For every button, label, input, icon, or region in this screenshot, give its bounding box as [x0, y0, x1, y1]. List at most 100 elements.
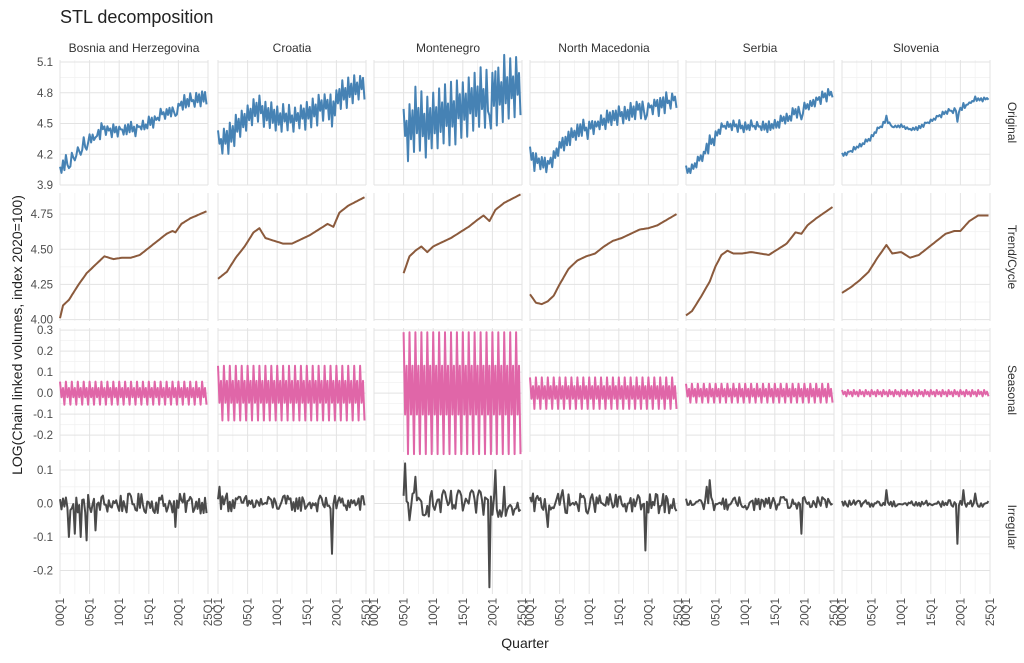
- series-line-serbia-seasonal: [685, 382, 834, 404]
- panel-montenegro-original: [373, 53, 523, 186]
- y-tick-label: 4.75: [31, 209, 53, 221]
- x-tick-label: 15Q1: [144, 598, 156, 626]
- series-line-slovenia-original: [841, 95, 990, 157]
- facet-label-irregular: Irregular: [1005, 505, 1019, 550]
- x-tick-label: 05Q1: [555, 598, 567, 626]
- x-tick-label: 05Q1: [85, 598, 97, 626]
- panel-montenegro-seasonal: [373, 328, 523, 456]
- chart-title: STL decomposition: [60, 7, 213, 27]
- x-tick-label: 10Q1: [584, 598, 596, 626]
- series-line-slovenia-trend-cycle: [841, 214, 989, 294]
- x-tick-label: 05Q1: [867, 598, 879, 626]
- panel-north-macedonia-seasonal: [529, 328, 679, 452]
- panel-slovenia-trend-cycle: [841, 193, 991, 321]
- x-tick-label: 15Q1: [770, 598, 782, 626]
- y-tick-label: 0.1: [37, 367, 53, 379]
- x-tick-label: 15Q1: [458, 598, 470, 626]
- y-tick-label: 0.1: [37, 465, 53, 477]
- facet-label-original: Original: [1005, 102, 1019, 143]
- x-tick-label: 10Q1: [896, 598, 908, 626]
- series-line-north-macedonia-original: [529, 91, 678, 174]
- x-tick-label: 05Q1: [711, 598, 723, 626]
- panel-slovenia-original: [841, 60, 991, 186]
- series-line-north-macedonia-irregular: [529, 489, 678, 552]
- panel-croatia-irregular: [217, 460, 367, 594]
- y-tick-label: 4.50: [31, 244, 53, 256]
- x-tick-label: 25Q1: [829, 598, 841, 626]
- x-tick-label: 20Q1: [173, 598, 185, 626]
- y-tick-label: 4.2: [37, 149, 53, 161]
- x-tick-label: 20Q1: [955, 598, 967, 626]
- y-tick-label: -0.2: [33, 566, 53, 578]
- facet-label-seasonal: Seasonal: [1005, 365, 1019, 415]
- x-tick-label: 20Q1: [643, 598, 655, 626]
- series-line-serbia-irregular: [685, 479, 834, 535]
- x-tick-label: 25Q1: [985, 598, 997, 626]
- x-tick-label: 15Q1: [302, 598, 314, 626]
- y-tick-label: -0.2: [33, 430, 53, 442]
- y-tick-label: 4.00: [31, 315, 53, 327]
- y-tick-label: 4.25: [31, 279, 53, 291]
- panel-slovenia-irregular: [841, 460, 991, 594]
- series-line-croatia-trend-cycle: [217, 196, 365, 280]
- series-line-bosnia-and-herzegovina-trend-cycle: [59, 210, 207, 319]
- x-tick-label: 00Q1: [55, 598, 67, 626]
- x-tick-label: 10Q1: [740, 598, 752, 626]
- series-line-bosnia-and-herzegovina-original: [59, 90, 208, 174]
- x-tick-label: 25Q1: [517, 598, 529, 626]
- facet-label-bosnia-and-herzegovina: Bosnia and Herzegovina: [69, 41, 200, 55]
- panel-north-macedonia-irregular: [529, 460, 679, 594]
- series-line-montenegro-seasonal: [402, 331, 522, 456]
- x-tick-label: 00Q1: [837, 598, 849, 626]
- x-tick-label: 20Q1: [331, 598, 343, 626]
- panel-croatia-seasonal: [217, 328, 367, 452]
- y-tick-label: 0.0: [37, 499, 53, 511]
- series-line-bosnia-and-herzegovina-irregular: [59, 492, 208, 542]
- panel-bosnia-and-herzegovina-trend-cycle: [59, 193, 209, 321]
- y-tick-label: -0.1: [33, 532, 53, 544]
- series-line-croatia-original: [217, 74, 366, 155]
- x-tick-label: 10Q1: [428, 598, 440, 626]
- x-tick-label: 10Q1: [114, 598, 126, 626]
- x-tick-label: 25Q1: [673, 598, 685, 626]
- series-line-croatia-irregular: [217, 485, 366, 555]
- x-tick-label: 00Q1: [213, 598, 225, 626]
- series-line-north-macedonia-seasonal: [529, 376, 678, 410]
- panel-croatia-trend-cycle: [217, 193, 367, 321]
- panel-serbia-seasonal: [685, 328, 835, 452]
- facet-label-trend-cycle: Trend/Cycle: [1005, 225, 1019, 290]
- x-tick-label: 05Q1: [243, 598, 255, 626]
- series-line-serbia-trend-cycle: [685, 206, 834, 317]
- facet-label-slovenia: Slovenia: [893, 41, 939, 55]
- panel-north-macedonia-trend-cycle: [529, 193, 679, 321]
- x-tick-label: 25Q1: [361, 598, 373, 626]
- y-tick-label: 5.1: [37, 57, 53, 69]
- y-tick-label: 4.5: [37, 119, 53, 131]
- panel-montenegro-irregular: [373, 460, 523, 594]
- y-tick-label: 0.2: [37, 346, 53, 358]
- facet-label-north-macedonia: North Macedonia: [558, 41, 650, 55]
- panel-north-macedonia-original: [529, 60, 679, 186]
- x-tick-label: 00Q1: [525, 598, 537, 626]
- x-tick-label: 20Q1: [487, 598, 499, 626]
- panel-montenegro-trend-cycle: [373, 193, 523, 321]
- panel-serbia-trend-cycle: [685, 193, 835, 321]
- facet-label-montenegro: Montenegro: [416, 41, 480, 55]
- y-tick-label: 0.3: [37, 325, 53, 337]
- series-line-bosnia-and-herzegovina-seasonal: [59, 380, 208, 406]
- facet-label-croatia: Croatia: [273, 41, 312, 55]
- x-tick-label: 10Q1: [272, 598, 284, 626]
- panel-slovenia-seasonal: [841, 328, 991, 452]
- series-line-croatia-seasonal: [217, 364, 366, 422]
- series-line-slovenia-irregular: [841, 489, 990, 545]
- series-line-montenegro-original: [402, 53, 522, 163]
- panel-bosnia-and-herzegovina-seasonal: [59, 328, 209, 452]
- series-line-montenegro-trend-cycle: [402, 193, 521, 274]
- x-tick-label: 15Q1: [614, 598, 626, 626]
- x-tick-label: 05Q1: [399, 598, 411, 626]
- panel-croatia-original: [217, 60, 367, 186]
- x-tick-label: 00Q1: [681, 598, 693, 626]
- series-line-montenegro-irregular: [402, 462, 522, 589]
